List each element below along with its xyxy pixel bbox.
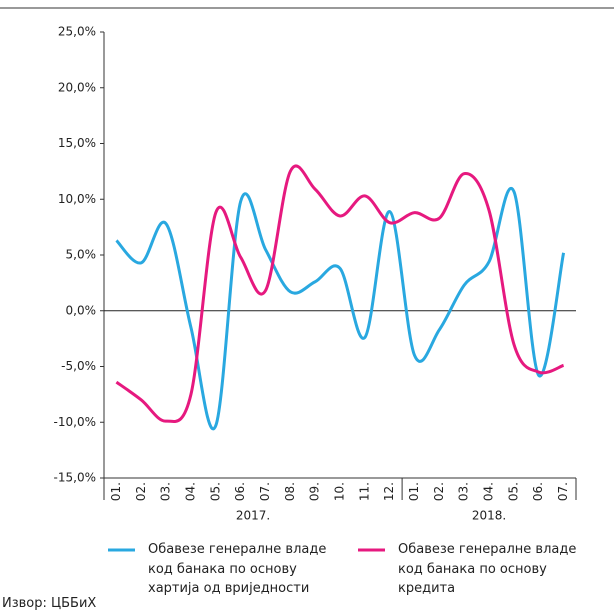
x-tick-label: 07.	[258, 482, 272, 501]
x-tick-label: 03.	[159, 482, 173, 501]
y-tick-label: -15,0%	[54, 471, 96, 485]
y-tick-label: 0,0%	[66, 303, 97, 317]
year-label: 2017.	[236, 509, 270, 523]
x-tick-label: 04.	[183, 482, 197, 501]
y-tick-label: 25,0%	[58, 25, 96, 39]
y-tick-label: 15,0%	[58, 136, 96, 150]
series-line	[115, 186, 566, 431]
x-tick-label: 03.	[457, 482, 471, 501]
x-tick-label: 11.	[357, 482, 371, 501]
series-line	[115, 164, 565, 423]
y-tick-label: 10,0%	[58, 192, 96, 206]
x-tick-label: 05.	[506, 482, 520, 501]
x-tick-label: 10.	[333, 482, 347, 501]
x-tick-label: 04.	[482, 482, 496, 501]
x-tick-label: 08.	[283, 482, 297, 501]
x-tick-label: 06.	[531, 482, 545, 501]
x-tick-label: 05.	[208, 482, 222, 501]
x-tick-label: 09.	[308, 482, 322, 501]
y-tick-label: -5,0%	[61, 359, 96, 373]
x-tick-label: 02.	[134, 482, 148, 501]
y-tick-label: 20,0%	[58, 80, 96, 94]
x-tick-label: 06.	[233, 482, 247, 501]
x-tick-label: 07.	[556, 482, 570, 501]
legend-label: Обавезе генералне владе код банака по ос…	[148, 542, 327, 596]
source: Извор: ЦББиХ	[2, 596, 97, 611]
y-tick-label: -10,0%	[54, 415, 96, 429]
y-tick-label: 5,0%	[66, 248, 97, 262]
x-tick-label: 01.	[109, 482, 123, 501]
x-tick-label: 02.	[432, 482, 446, 501]
x-tick-label: 01.	[407, 482, 421, 501]
legend-label: Обавезе генералне владе код банака по ос…	[398, 542, 577, 596]
year-label: 2018.	[472, 509, 506, 523]
x-tick-label: 12.	[382, 482, 396, 501]
